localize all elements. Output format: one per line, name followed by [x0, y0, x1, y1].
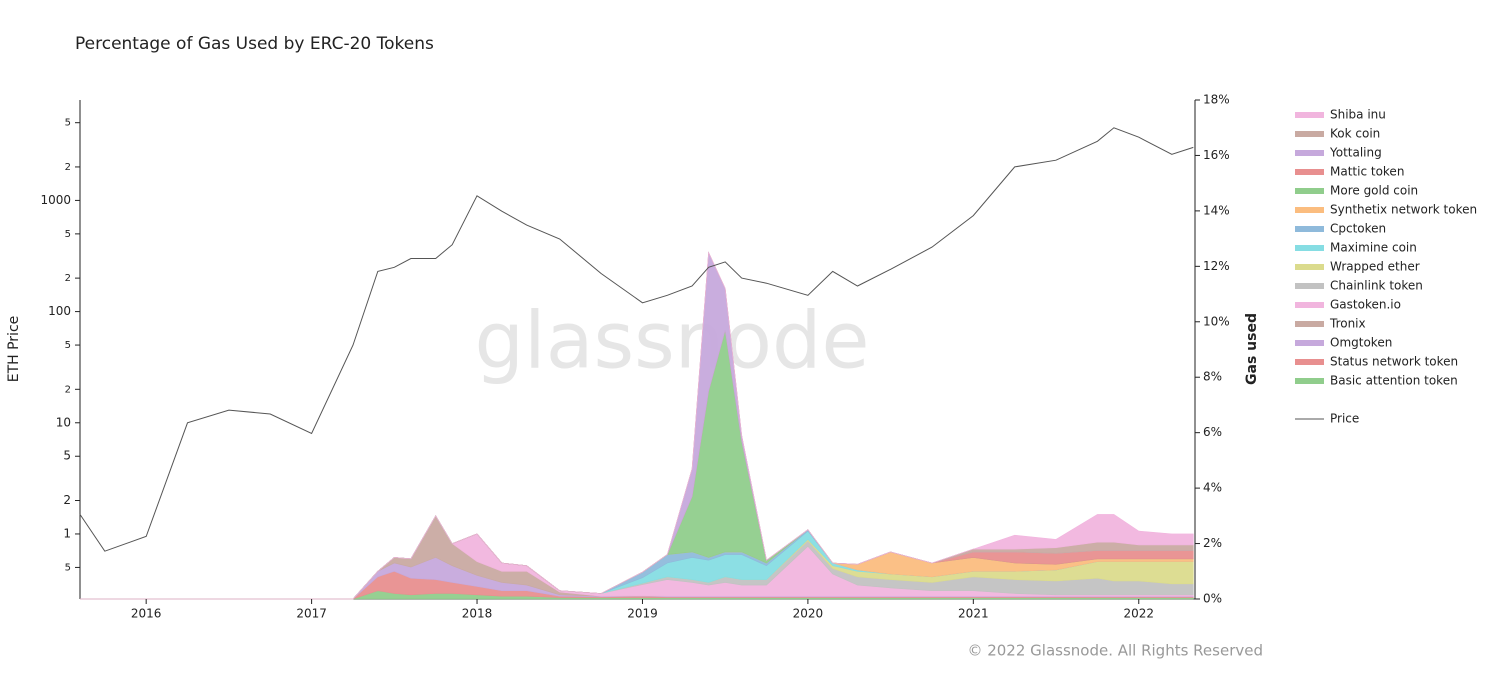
legend-label: Yottaling [1329, 146, 1382, 160]
y2-tick-label: 0% [1203, 592, 1222, 606]
y-tick-label: 2 [63, 493, 71, 507]
legend-label: Wrapped ether [1330, 260, 1420, 274]
y2-axis-label: Gas used [1244, 313, 1260, 385]
y-tick-label: 5 [63, 449, 71, 463]
legend-label: Tronix [1329, 317, 1366, 331]
y2-tick-label: 8% [1203, 370, 1222, 384]
legend-swatch [1295, 112, 1324, 118]
y2-tick-label: 2% [1203, 536, 1222, 550]
legend-label: Price [1330, 412, 1359, 426]
y-tick-label: 5 [65, 562, 71, 573]
x-tick-label: 2017 [296, 607, 327, 621]
legend-label: Synthetix network token [1330, 203, 1477, 217]
x-tick-label: 2020 [793, 607, 824, 621]
legend-label: Maximine coin [1330, 241, 1417, 255]
legend-label: Kok coin [1330, 127, 1380, 141]
y-tick-label: 5 [65, 340, 71, 351]
area [80, 251, 1194, 600]
y-tick-label: 100 [48, 304, 71, 318]
legend-label: Omgtoken [1330, 336, 1392, 350]
legend-swatch [1295, 340, 1324, 346]
legend-swatch [1295, 359, 1324, 365]
y-tick-label: 2 [65, 384, 71, 395]
y2-tick-label: 18% [1203, 93, 1230, 107]
x-tick-label: 2019 [627, 607, 658, 621]
x-tick-label: 2018 [462, 607, 493, 621]
legend-swatch [1295, 150, 1324, 156]
y-tick-label: 2 [65, 273, 71, 284]
legend-swatch [1295, 226, 1324, 232]
y2-tick-label: 10% [1203, 314, 1230, 328]
x-tick-label: 2021 [958, 607, 989, 621]
legend-label: Shiba inu [1330, 108, 1386, 122]
legend-label: Basic attention token [1330, 374, 1458, 388]
legend-label: Mattic token [1330, 165, 1404, 179]
legend-swatch [1295, 378, 1324, 384]
y2-tick-label: 12% [1203, 259, 1230, 273]
legend-swatch [1295, 188, 1324, 194]
legend-swatch [1295, 207, 1324, 213]
y-tick-label: 1000 [40, 193, 71, 207]
legend-label: Status network token [1330, 355, 1458, 369]
watermark: glassnode [475, 296, 870, 386]
legend-swatch [1295, 131, 1324, 137]
footer: © 2022 Glassnode. All Rights Reserved [967, 642, 1263, 660]
y-tick-label: 5 [65, 118, 71, 129]
legend-label: More gold coin [1330, 184, 1418, 198]
y-tick-label: 1 [63, 526, 71, 540]
legend-label: Cpctoken [1330, 222, 1386, 236]
legend-label: Gastoken.io [1330, 298, 1401, 312]
legend-swatch [1295, 169, 1324, 175]
y-tick-label: 10 [56, 415, 71, 429]
chart-title: Percentage of Gas Used by ERC-20 Tokens [75, 34, 434, 54]
legend-swatch [1295, 302, 1324, 308]
y2-tick-label: 14% [1203, 203, 1230, 217]
x-tick-label: 2022 [1123, 607, 1154, 621]
y2-tick-label: 4% [1203, 481, 1222, 495]
y2-tick-label: 6% [1203, 425, 1222, 439]
legend-swatch [1295, 321, 1324, 327]
legend-swatch [1295, 283, 1324, 289]
y-axis-label: ETH Price [6, 316, 22, 383]
legend-swatch [1295, 245, 1324, 251]
legend-swatch [1295, 264, 1324, 270]
y-tick-label: 5 [65, 229, 71, 240]
legend-label: Chainlink token [1330, 279, 1423, 293]
y-tick-label: 2 [65, 162, 71, 173]
x-tick-label: 2016 [131, 607, 162, 621]
y2-tick-label: 16% [1203, 148, 1230, 162]
line [79, 127, 1194, 552]
